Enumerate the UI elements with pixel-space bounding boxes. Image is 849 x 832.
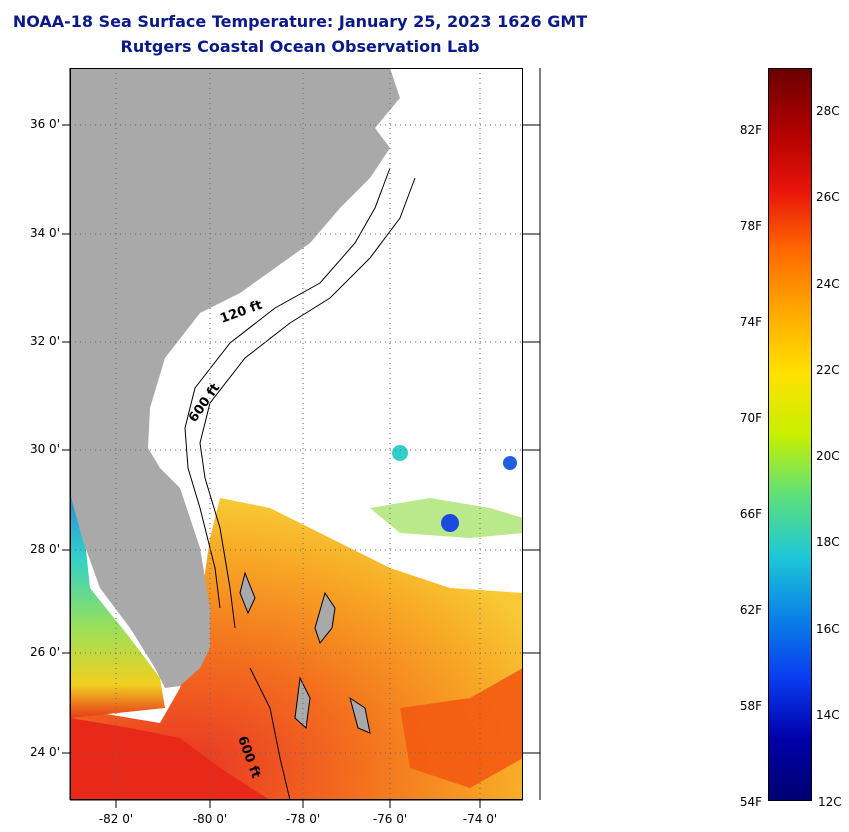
lat-label: 36 0' (29, 117, 60, 131)
colorbar-c-label: 24C (816, 277, 840, 291)
cold-water-spot (503, 456, 517, 470)
colorbar-c-label: 20C (816, 449, 840, 463)
chart-title: NOAA-18 Sea Surface Temperature: January… (0, 9, 600, 59)
land-southeast-us (70, 68, 400, 688)
colorbar-f-label: 82F (739, 123, 762, 137)
lat-label: 32 0' (29, 334, 60, 348)
lon-label: -76 0' (372, 812, 408, 826)
colorbar-f-label: 78F (739, 219, 762, 233)
colorbar-c-label: 14C (816, 708, 840, 722)
contour-120ft (184, 167, 391, 609)
colorbar-f-label: 70F (739, 411, 762, 425)
bahamas-islands (239, 571, 371, 734)
title-line-2: Rutgers Coastal Ocean Observation Lab (120, 37, 480, 56)
colorbar-c-label: 22C (816, 363, 840, 377)
cool-water-spot (392, 445, 408, 461)
colorbar-c-label: 12C (818, 795, 842, 809)
colorbar-f-label: 74F (739, 315, 762, 329)
gulf-stream-band (70, 718, 270, 800)
colorbar-f-label: 58F (739, 699, 762, 713)
lon-label: -82 0' (98, 812, 134, 826)
hot-patch (400, 668, 523, 788)
lat-label: 34 0' (29, 226, 60, 240)
colorbar-f-label: 54F (739, 795, 762, 809)
map-grid (70, 68, 523, 800)
colorbar-c-label: 16C (816, 622, 840, 636)
lon-label: -80 0' (192, 812, 228, 826)
colorbar-c-label: 28C (816, 104, 840, 118)
colorbar-f-label: 62F (739, 603, 762, 617)
cold-water-spot (441, 514, 459, 532)
lat-label: 24 0' (29, 745, 60, 759)
lon-label: -78 0' (285, 812, 321, 826)
contour-600ft (199, 177, 416, 629)
temperature-colorbar (768, 68, 812, 801)
colorbar-c-label: 18C (816, 535, 840, 549)
sst-map: 120 ft 600 ft 600 ft (70, 68, 523, 800)
lat-label: 28 0' (29, 542, 60, 556)
contour-600ft-south (249, 667, 291, 800)
lat-label: 30 0' (29, 442, 60, 456)
gulf-of-mexico-water (70, 493, 165, 718)
colorbar-c-label: 26C (816, 190, 840, 204)
colorbar-f-label: 66F (739, 507, 762, 521)
lon-label: -74 0' (462, 812, 498, 826)
title-line-1: NOAA-18 Sea Surface Temperature: January… (12, 12, 588, 31)
lat-label: 26 0' (29, 645, 60, 659)
